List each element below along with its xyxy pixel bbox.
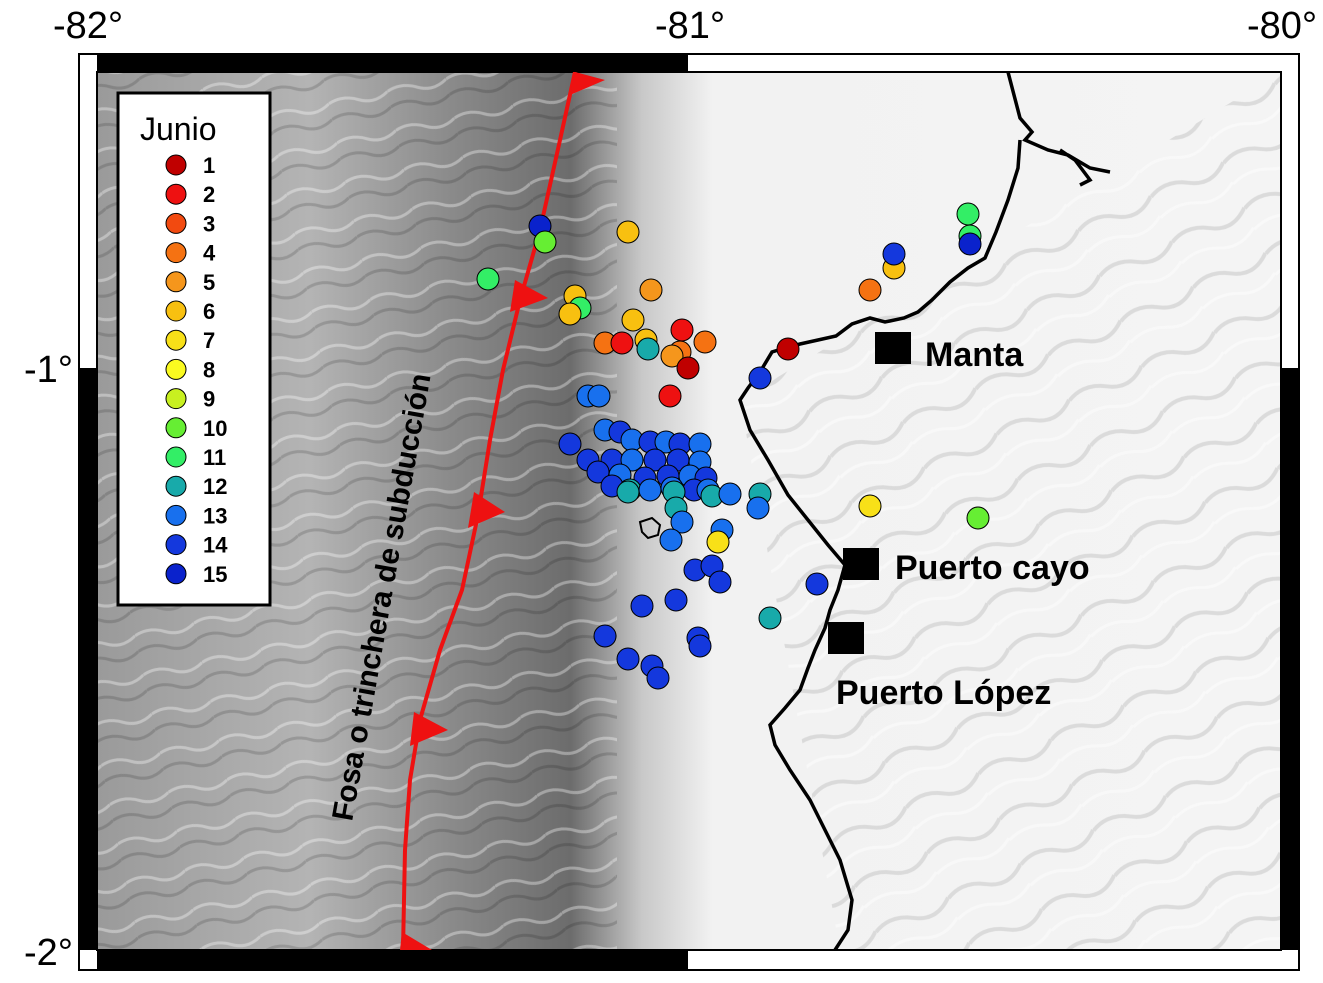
trench-triangle xyxy=(570,72,605,95)
subduction-trench xyxy=(400,72,605,950)
legend-swatch xyxy=(165,183,187,205)
legend-swatch xyxy=(165,329,187,351)
legend-label: 5 xyxy=(203,270,215,295)
epicenter-point xyxy=(748,366,772,390)
epicenter-point xyxy=(636,337,660,361)
legend-label: 1 xyxy=(203,153,215,178)
map-frame xyxy=(78,53,1300,971)
trench-triangle xyxy=(410,712,448,746)
legend-swatch xyxy=(165,212,187,234)
legend-label: 4 xyxy=(203,241,216,266)
trench-triangle xyxy=(510,280,548,312)
epicenter-point xyxy=(693,330,717,354)
epicenter-point xyxy=(664,588,688,612)
legend-swatch xyxy=(165,563,187,585)
lat-tick-label: -2° xyxy=(24,932,73,974)
epicenter-point xyxy=(660,344,684,368)
legend-swatch xyxy=(165,417,187,439)
legend-label: 13 xyxy=(203,503,227,528)
epicenter-point xyxy=(646,666,670,690)
epicenter-point xyxy=(621,308,645,332)
epicenter-point xyxy=(746,496,770,520)
island xyxy=(638,516,662,540)
city-label-puerto-cayo: Puerto cayo xyxy=(895,549,1090,587)
bathymetry-relief xyxy=(97,72,1281,950)
epicenter-point xyxy=(688,634,712,658)
epicenter-point xyxy=(659,528,683,552)
legend-swatch xyxy=(165,446,187,468)
epicenter-point xyxy=(620,448,644,472)
epicenter-point xyxy=(670,318,694,342)
epicenter-point xyxy=(476,267,500,291)
epicenter-points xyxy=(476,202,990,690)
epicenter-point xyxy=(643,448,667,472)
trench-triangle xyxy=(468,492,505,528)
epicenter-point xyxy=(558,302,582,326)
trench-triangle xyxy=(400,932,432,950)
epicenter-point xyxy=(718,482,742,506)
epicenter-point xyxy=(639,278,663,302)
lat-tick-label: -1° xyxy=(24,349,73,391)
legend-label: 3 xyxy=(203,211,215,236)
city-label-puerto-lopez: Puerto López xyxy=(836,674,1051,712)
legend-swatch xyxy=(165,271,187,293)
legend-swatch xyxy=(165,154,187,176)
city-marker-puerto-cayo xyxy=(843,548,879,580)
legend-label: 11 xyxy=(203,445,226,470)
epicenter-point xyxy=(805,572,829,596)
legend-swatch xyxy=(165,504,187,526)
epicenter-point xyxy=(956,202,980,226)
coastline xyxy=(738,72,1111,950)
legend-swatch xyxy=(165,475,187,497)
epicenter-point xyxy=(882,242,906,266)
epicenter-point xyxy=(610,331,634,355)
lon-tick-label: -81° xyxy=(655,5,725,47)
legend-label: 6 xyxy=(203,299,215,324)
legend-title: Junio xyxy=(140,111,217,147)
epicenter-point xyxy=(708,570,732,594)
epicenter-point xyxy=(966,506,990,530)
epicenter-point xyxy=(676,356,700,380)
epicenter-point xyxy=(587,384,611,408)
city-marker-manta xyxy=(875,332,911,364)
legend-label: 10 xyxy=(203,416,227,441)
epicenter-point xyxy=(630,594,654,618)
epicenter-point xyxy=(616,647,640,671)
epicenter-point xyxy=(616,220,640,244)
epicenter-point xyxy=(616,480,640,504)
epicenter-point xyxy=(858,494,882,518)
legend-label: 8 xyxy=(203,357,215,382)
legend-swatch xyxy=(165,242,187,264)
epicenter-point xyxy=(558,432,582,456)
epicenter-point xyxy=(593,624,617,648)
legend-swatch xyxy=(165,388,187,410)
epicenter-point xyxy=(670,510,694,534)
legend-label: 14 xyxy=(203,533,228,558)
epicenter-point xyxy=(958,232,982,256)
legend-label: 9 xyxy=(203,387,215,412)
epicenter-point xyxy=(758,606,782,630)
legend-label: 15 xyxy=(203,562,227,587)
lon-tick-label: -80° xyxy=(1247,5,1317,47)
legend-swatch xyxy=(165,358,187,380)
legend-swatch xyxy=(165,534,187,556)
epicenter-point xyxy=(858,278,882,302)
legend-swatch xyxy=(165,300,187,322)
city-marker-puerto-lopez xyxy=(828,622,864,654)
legend-label: 2 xyxy=(203,182,215,207)
epicenter-point xyxy=(706,530,730,554)
epicenter-point xyxy=(776,337,800,361)
epicenter-point xyxy=(533,230,557,254)
legend-box xyxy=(116,91,272,607)
epicenter-point xyxy=(638,478,662,502)
city-label-manta: Manta xyxy=(925,336,1024,374)
legend-label: 7 xyxy=(203,328,215,353)
epicenter-point xyxy=(658,384,682,408)
legend-label: 12 xyxy=(203,474,227,499)
lon-tick-label: -82° xyxy=(53,5,123,47)
